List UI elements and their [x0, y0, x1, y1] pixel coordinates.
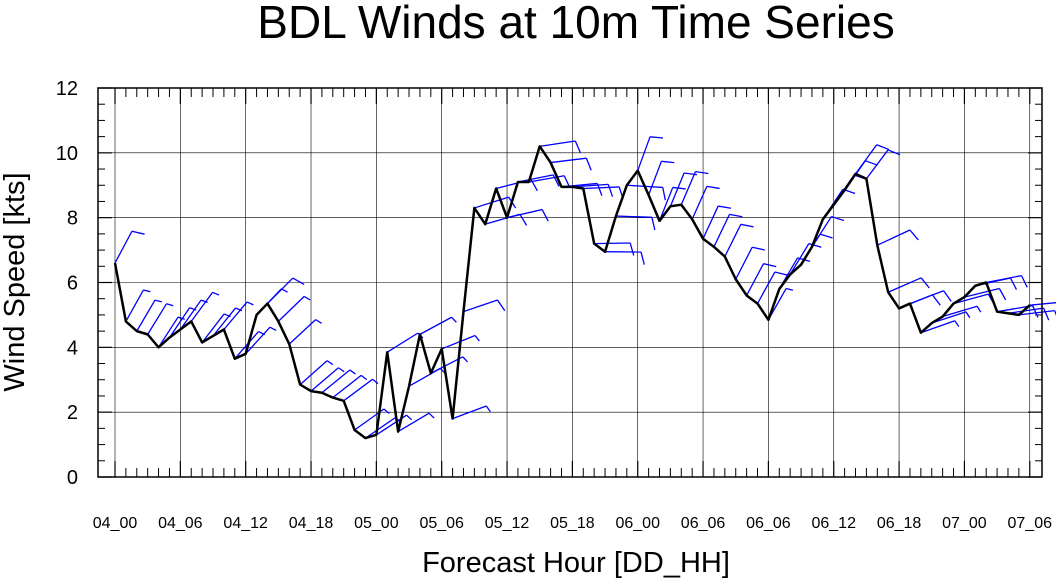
x-tick-label: 07_00 — [942, 515, 987, 532]
wind-barb — [114, 230, 145, 264]
wind-barb — [691, 185, 720, 220]
wind-barb — [539, 140, 582, 154]
x-tick-label: 05_00 — [354, 515, 399, 532]
wind-barb — [648, 160, 675, 196]
wind-barb — [550, 157, 592, 171]
wind-barb — [756, 271, 788, 304]
x-tick-label: 04_06 — [158, 515, 203, 532]
y-tick-label: 10 — [56, 143, 78, 165]
x-tick-label: 06_12 — [811, 515, 856, 532]
wind-barb — [854, 144, 890, 175]
wind-barb — [594, 242, 635, 256]
wind-barb — [365, 417, 401, 439]
wind-barb — [735, 246, 766, 280]
x-axis-label: Forecast Hour [DD_HH] — [422, 547, 730, 578]
wind-barb — [332, 374, 368, 399]
wind-barb — [452, 405, 491, 420]
y-tick-labels: 0 2 4 6 8 10 12 — [56, 78, 78, 489]
wind-barb — [615, 215, 656, 231]
x-tick-label: 05_12 — [485, 515, 530, 532]
y-tick-label: 6 — [67, 273, 78, 295]
wind-barb — [179, 299, 208, 330]
wind-barb — [713, 213, 743, 248]
wind-barb — [310, 367, 345, 392]
wind-barb — [746, 263, 777, 296]
wind-barb — [833, 174, 867, 206]
wind-barb — [605, 251, 645, 265]
wind-barb — [125, 289, 151, 322]
wind-barb — [190, 291, 220, 322]
wind-barb — [789, 242, 822, 275]
wind-barb — [1007, 307, 1050, 321]
wind-barb — [321, 369, 356, 394]
y-tick-label: 12 — [56, 78, 78, 100]
wind-barb — [931, 311, 971, 324]
wind-barb — [680, 170, 709, 205]
x-tick-labels: 04_00 04_06 04_12 04_18 05_00 05_06 05_12 05_18… — [93, 515, 1053, 532]
wind-barb — [408, 367, 446, 387]
y-tick-label: 8 — [67, 208, 78, 230]
wind-barbs — [114, 136, 1056, 439]
wind-barb — [583, 186, 624, 200]
wind-barb — [942, 305, 982, 318]
wind-barb — [147, 303, 174, 335]
wind-barb — [158, 316, 185, 348]
y-tick-label: 4 — [67, 337, 78, 359]
wind-barb — [419, 316, 457, 335]
wind-barb — [212, 307, 243, 337]
wind-barb — [724, 223, 754, 257]
x-tick-label: 07_06 — [1008, 515, 1053, 532]
x-tick-label: 05_18 — [550, 515, 595, 532]
wind-barb — [702, 205, 732, 240]
wind-barb — [223, 301, 254, 330]
chart-title: BDL Winds at 10m Time Series — [257, 0, 894, 48]
wind-barb — [865, 149, 901, 180]
wind-barb — [887, 277, 930, 293]
wind-barb — [397, 412, 435, 433]
wind-barb — [277, 295, 311, 322]
x-tick-label: 04_00 — [93, 515, 138, 532]
wind-barb — [909, 290, 952, 305]
wind-barb — [572, 183, 614, 197]
wind-barb — [658, 186, 686, 222]
wind-barb — [1029, 302, 1056, 306]
plot-frame — [97, 87, 1043, 478]
wind-barb — [441, 334, 480, 350]
y-tick-label: 2 — [67, 402, 78, 424]
wind-barb — [299, 360, 334, 386]
wind-barb — [964, 287, 1007, 301]
x-tick-label: 06_18 — [877, 515, 922, 532]
wind-barb — [767, 287, 794, 321]
y-axis-label: Wind Speed [kts] — [0, 172, 31, 391]
wind-barb — [136, 299, 162, 332]
wind-barb — [506, 208, 549, 222]
y-tick-label: 0 — [67, 467, 78, 489]
wind-barb — [877, 229, 919, 246]
wind-speed-line — [113, 145, 1031, 440]
wind-barb — [288, 319, 322, 345]
wind-barb — [463, 299, 506, 313]
wind-barb — [245, 326, 277, 355]
wind-barb — [266, 277, 305, 305]
x-tick-label: 06_06 — [681, 515, 726, 532]
x-tick-label: 05_06 — [419, 515, 464, 532]
x-tick-label: 06_06 — [746, 515, 791, 532]
wind-barb — [343, 378, 379, 402]
x-tick-label: 04_12 — [223, 515, 268, 532]
wind-barb — [986, 274, 1028, 288]
wind-barb — [637, 136, 664, 171]
wind-barb — [920, 320, 960, 334]
x-tick-label: 06_00 — [615, 515, 660, 532]
x-tick-label: 04_18 — [289, 515, 334, 532]
